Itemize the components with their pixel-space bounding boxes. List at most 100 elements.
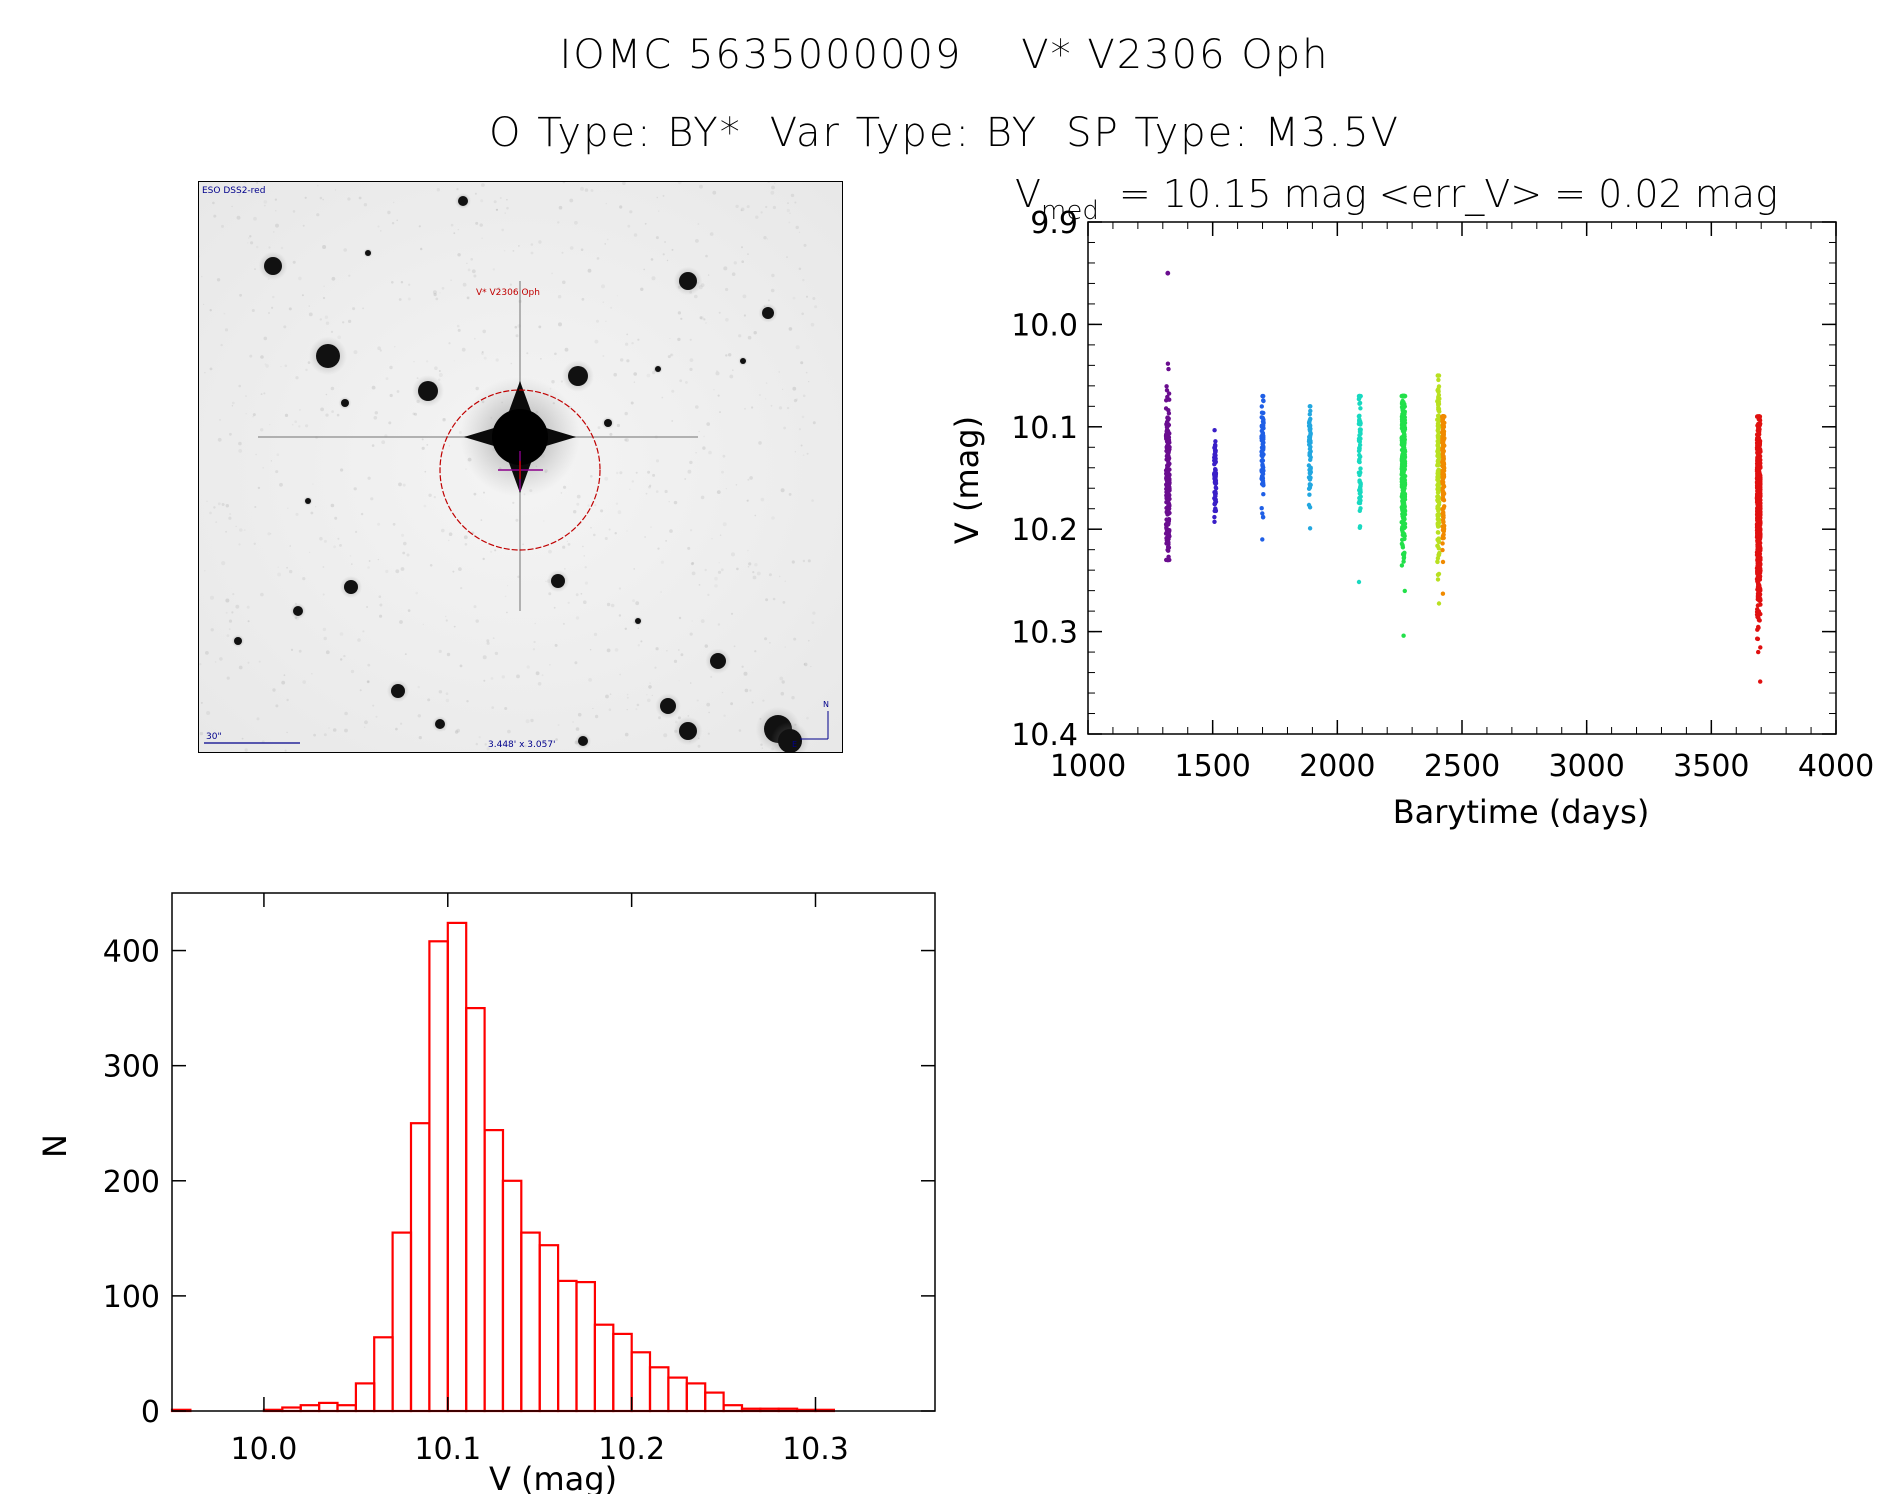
- lc-point: [1436, 468, 1441, 473]
- lc-point: [1164, 423, 1169, 428]
- lc-point: [1402, 393, 1407, 399]
- lc-point: [1436, 373, 1442, 378]
- lc-point: [1756, 426, 1762, 431]
- lc-point: [1440, 506, 1446, 511]
- lc-point: [1441, 472, 1446, 477]
- lc-point: [1755, 512, 1760, 517]
- lc-point: [1755, 553, 1761, 559]
- lc-point: [1757, 526, 1763, 532]
- lc-point: [1402, 432, 1407, 437]
- lc-point: [1402, 502, 1407, 507]
- lc-point: [1756, 524, 1761, 529]
- lc-point: [1402, 401, 1407, 407]
- lc-point: [1401, 475, 1407, 480]
- lc-point: [1440, 459, 1445, 464]
- lc-point: [1402, 456, 1407, 461]
- lc-point: [1754, 479, 1760, 485]
- lc-point: [1755, 555, 1761, 560]
- lc-point: [1436, 538, 1441, 543]
- lc-point: [1756, 489, 1762, 494]
- lc-point: [1756, 498, 1761, 504]
- lc-point: [1757, 559, 1762, 564]
- lc-point: [1435, 482, 1441, 487]
- lc-point: [1436, 401, 1441, 406]
- lc-point: [1306, 475, 1312, 480]
- lc-point: [1259, 452, 1265, 458]
- lc-point: [1401, 477, 1407, 482]
- lc-point: [1441, 439, 1446, 444]
- lc-point: [1357, 479, 1362, 485]
- lc-point: [1758, 480, 1763, 485]
- lc-point: [1401, 429, 1407, 435]
- lc-point: [1441, 435, 1446, 440]
- lc-point: [1402, 482, 1408, 487]
- lc-point: [1356, 470, 1362, 475]
- lc-xlabel: Barytime (days): [1393, 793, 1650, 831]
- lc-point: [1166, 557, 1172, 563]
- lc-point: [1758, 530, 1763, 536]
- lc-point: [1755, 508, 1761, 513]
- lc-point: [1756, 508, 1762, 513]
- lc-point: [1755, 558, 1760, 563]
- lc-point: [1212, 479, 1218, 484]
- lc-point: [1308, 423, 1313, 428]
- lc-point: [1436, 462, 1441, 468]
- lc-point: [1166, 529, 1172, 534]
- lc-point: [1402, 393, 1408, 399]
- lc-point: [1307, 412, 1313, 417]
- lc-point: [1757, 533, 1762, 538]
- hist-ylabel: N: [36, 1134, 74, 1158]
- lc-point: [1755, 414, 1760, 419]
- lc-point: [1213, 449, 1218, 455]
- lc-point: [1165, 471, 1171, 477]
- lc-point: [1757, 509, 1763, 514]
- lc-point: [1435, 428, 1440, 433]
- lc-point: [1754, 432, 1760, 437]
- hist-ytick-label: 0: [141, 1395, 160, 1430]
- lc-point: [1357, 395, 1362, 401]
- lc-point: [1756, 523, 1761, 529]
- lc-point: [1402, 393, 1407, 399]
- lc-title-main: V: [1015, 172, 1041, 216]
- lc-point: [1757, 500, 1762, 505]
- lc-point: [1436, 481, 1442, 486]
- lc-point: [1436, 467, 1441, 473]
- lc-point: [1440, 490, 1446, 495]
- lc-point: [1440, 448, 1445, 453]
- lc-point: [1757, 470, 1762, 475]
- lc-point: [1756, 443, 1761, 448]
- target-circle: [439, 389, 601, 551]
- lc-point: [1166, 521, 1171, 526]
- lc-point: [1436, 520, 1442, 526]
- lc-point: [1213, 457, 1218, 463]
- lc-point: [1755, 472, 1761, 477]
- lc-point: [1756, 489, 1761, 494]
- hist-bar: [612, 1332, 633, 1413]
- lc-point: [1165, 428, 1170, 433]
- hist-bar: [501, 1179, 523, 1413]
- lc-point: [1167, 472, 1172, 478]
- lc-point: [1401, 442, 1406, 447]
- lc-point: [1165, 463, 1170, 469]
- lc-point: [1357, 393, 1362, 399]
- lc-point: [1755, 468, 1760, 474]
- lc-point: [1756, 477, 1761, 483]
- lc-point: [1441, 491, 1447, 496]
- lc-point: [1261, 421, 1266, 426]
- lc-point: [1756, 429, 1762, 434]
- lc-point: [1436, 518, 1442, 523]
- lc-point: [1756, 455, 1762, 460]
- lc-point: [1308, 408, 1313, 414]
- lc-point: [1440, 470, 1445, 475]
- lc-point: [1756, 617, 1762, 623]
- lc-point: [1261, 445, 1266, 450]
- hist-bar: [483, 1128, 505, 1413]
- lc-title: Vmed = 10.15 mag <err_V> = 0.02 mag: [1015, 172, 1778, 226]
- lc-point: [1400, 456, 1405, 461]
- lc-point: [1755, 579, 1760, 584]
- var-type: Var Type: BY: [769, 110, 1039, 156]
- lc-point: [1757, 511, 1763, 517]
- lc-point: [1755, 464, 1761, 469]
- lc-point: [1357, 495, 1362, 501]
- lc-point: [1441, 441, 1446, 447]
